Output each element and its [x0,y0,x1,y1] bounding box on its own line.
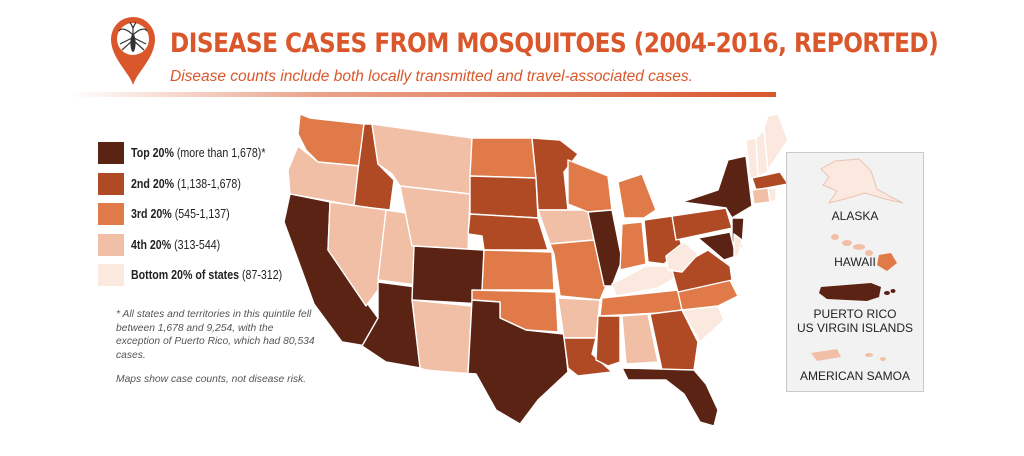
footnote: * All states and territories in this qui… [116,309,315,361]
legend: Top 20% (more than 1,678)* 2nd 20% (1,13… [98,142,309,295]
legend-item-top: Top 20% (more than 1,678)* [98,142,309,164]
label-virgin-islands: US VIRGIN ISLANDS [796,321,914,335]
state-texas [445,299,569,425]
state-new-mexico [411,299,473,375]
label-hawaii: HAWAII [834,255,876,269]
header-divider [70,92,776,97]
state-indiana [619,221,647,271]
page-subtitle: Disease counts include both locally tran… [170,68,693,85]
state-kansas [481,249,555,291]
legend-item-second: 2nd 20% (1,138-1,678) [98,172,309,195]
state-alabama [621,313,659,365]
mosquito-pin-icon [111,17,155,85]
legend-swatch-third [98,203,124,225]
state-michigan [617,173,657,219]
state-minnesota [531,137,579,211]
state-west-virginia [665,241,699,273]
state-delaware [733,233,743,257]
state-wisconsin [567,159,613,213]
legend-label-bottom: Bottom 20% of states (87-312) [131,268,283,282]
legend-swatch-fourth [98,233,124,256]
state-maine [763,113,788,171]
alaska-shape [820,158,904,204]
header: DISEASE CASES FROM MOSQUITOES (2004-2016… [0,0,1024,110]
legend-swatch-second [98,172,124,195]
state-mississippi [595,315,621,367]
state-rhode-island [767,187,777,203]
state-nebraska [467,213,549,251]
state-north-dakota [469,137,537,179]
legend-swatch-top [98,142,124,164]
state-south-dakota [469,175,539,219]
legend-item-fourth: 4th 20% (313-544) [98,233,309,256]
legend-label-fourth: 4th 20% (313-544) [131,237,221,252]
us-map [283,113,788,427]
legend-swatch-bottom [98,264,124,286]
state-arkansas [557,297,601,339]
legend-label-second: 2nd 20% (1,138-1,678) [131,176,241,191]
state-florida [621,367,719,427]
state-wyoming [399,185,471,251]
legend-item-bottom: Bottom 20% of states (87-312) [98,264,309,286]
state-maryland [697,231,737,261]
label-american-samoa: AMERICAN SAMOA [799,369,910,383]
state-louisiana [563,337,613,377]
legend-label-top: Top 20% (more than 1,678)* [131,146,266,160]
page-title: DISEASE CASES FROM MOSQUITOES (2004-2016… [170,28,939,59]
state-connecticut [751,187,771,205]
state-massachusetts [751,171,788,191]
state-new-york [681,155,753,219]
state-virginia [671,249,733,293]
american-samoa-shape [811,349,886,361]
state-iowa [537,209,595,245]
label-puerto-rico: PUERTO RICO [813,307,897,321]
legend-label-third: 3rd 20% (545-1,137) [131,207,230,221]
risk-note: Maps show case counts, not disease risk. [116,374,307,385]
legend-item-third: 3rd 20% (545-1,137) [98,203,309,225]
territories-panel: ALASKA HAWAII PUERTO RICO US VIRGIN ISLA… [786,152,924,392]
puerto-rico-shape [819,283,896,301]
hawaii-shape [831,234,897,271]
state-georgia [649,309,699,371]
state-nevada [327,201,387,307]
label-alaska: ALASKA [831,209,879,223]
